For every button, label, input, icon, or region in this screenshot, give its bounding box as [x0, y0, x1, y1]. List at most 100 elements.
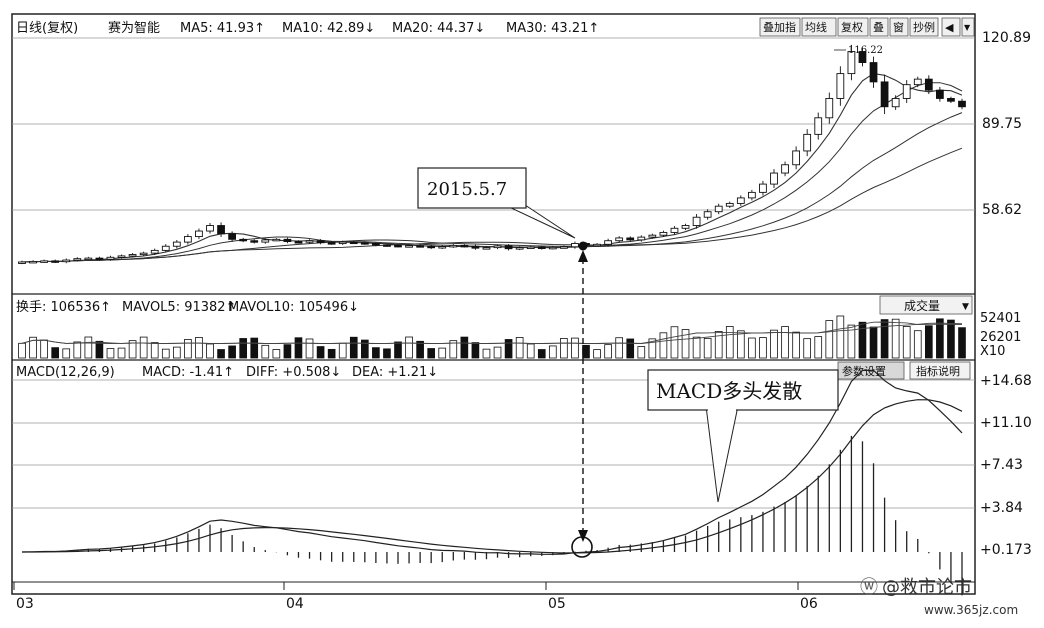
price-tick-3: 58.62 — [982, 202, 1022, 218]
ma20-readout: MA20: 44.37↓ — [392, 21, 485, 36]
macd-help-button[interactable]: 指标说明 — [909, 361, 971, 380]
candle — [670, 226, 679, 235]
candle — [504, 244, 513, 251]
candle — [139, 251, 148, 256]
toolbar-button-4[interactable]: 窗 — [889, 17, 909, 37]
candle — [460, 244, 469, 248]
candle — [239, 237, 248, 243]
candle — [294, 240, 303, 244]
diff-readout: DIFF: +0.508↓ — [246, 365, 341, 380]
toolbar-button-label: 叠加指 — [763, 20, 796, 34]
candle — [714, 203, 723, 215]
volume-bar — [958, 327, 966, 359]
volume-dropdown-label: 成交量 — [904, 298, 940, 313]
dea-readout: DEA: +1.21↓ — [352, 365, 438, 380]
volume-bar — [128, 340, 137, 359]
volume-bar — [836, 315, 845, 359]
candle — [106, 255, 115, 261]
candle — [172, 239, 181, 249]
candle — [228, 231, 236, 242]
volume-bar — [880, 319, 889, 359]
turnover-readout: 换手: 106536↑ — [16, 300, 111, 315]
macd-tick-3: +7.43 — [980, 457, 1023, 473]
candle — [438, 245, 447, 250]
chevron-down-icon: ▼ — [962, 302, 969, 312]
volume-bar — [294, 337, 303, 359]
volume-bar — [73, 341, 82, 359]
volume-bar — [648, 338, 657, 359]
candle — [825, 92, 834, 124]
volume-bar — [427, 348, 436, 359]
volume-bar — [29, 336, 37, 359]
volume-bar — [84, 336, 93, 359]
volume-bar — [504, 339, 513, 359]
prev-arrow-icon: ◀ — [945, 21, 954, 34]
candle — [150, 248, 159, 255]
candlestick-series — [18, 44, 966, 265]
volume-bar — [383, 348, 391, 359]
toolbar-button-3[interactable]: 叠 — [869, 17, 889, 37]
candle — [40, 259, 48, 263]
toolbar-button-0[interactable]: 叠加指 — [759, 17, 801, 37]
watermark-icon: ⓦ — [860, 577, 878, 598]
candle — [184, 234, 192, 245]
volume-bar — [405, 336, 413, 359]
ma30-readout: MA30: 43.21↑ — [506, 21, 599, 36]
volume-bar — [283, 344, 292, 359]
toolbar-button-1[interactable]: 均线 — [801, 17, 837, 37]
macd-tick-4: +3.84 — [980, 500, 1023, 516]
volume-bar — [40, 339, 48, 359]
candle — [681, 223, 690, 231]
candle — [51, 259, 60, 264]
highlight-candle-dot — [578, 241, 588, 251]
toolbar-button-5[interactable]: 抄例 — [909, 17, 939, 37]
candle — [29, 260, 37, 264]
candle — [593, 243, 601, 247]
volume-bar — [316, 346, 325, 359]
volume-bar — [825, 320, 834, 359]
volume-bar — [615, 337, 624, 359]
volume-bar — [471, 342, 480, 359]
macd-params-button[interactable]: 参数设置 — [837, 361, 905, 380]
macd-label: MACD(12,26,9) — [16, 365, 115, 380]
candle — [338, 240, 347, 245]
toolbar-button-label: 叠 — [873, 21, 884, 34]
prev-arrow-button[interactable]: ◀ — [941, 17, 961, 37]
candle — [206, 223, 214, 234]
date-callout-text: 2015.5.7 — [427, 179, 507, 200]
ma10-readout: MA10: 42.89↓ — [282, 21, 375, 36]
mavol10-line — [21, 322, 963, 344]
candle — [471, 244, 480, 250]
toolbar-dropdown-button[interactable]: ▼ — [961, 17, 975, 37]
header-toolbar: 叠加指 均线 复权叠窗抄例 ◀ ▼ — [759, 17, 975, 37]
volume-indicator-dropdown[interactable]: 成交量 ▼ — [879, 295, 973, 315]
candle — [18, 260, 26, 265]
candle — [891, 95, 900, 110]
candle — [383, 243, 391, 247]
dea-line — [22, 399, 963, 554]
x-tick-label: 05 — [548, 596, 566, 612]
macd-params-label: 参数设置 — [842, 364, 886, 378]
candle — [560, 245, 568, 249]
toolbar-button-2[interactable]: 复权 — [837, 17, 869, 37]
volume-bar — [736, 330, 745, 359]
volume-bar — [51, 347, 60, 359]
volume-bar — [206, 343, 214, 359]
volume-bar — [460, 336, 469, 359]
candle — [936, 87, 944, 102]
volume-bar — [526, 343, 535, 359]
volume-bar — [692, 336, 701, 359]
volume-tick-1: 52401 — [980, 311, 1021, 326]
volume-bar — [106, 348, 115, 359]
watermark: ⓦ @救市论市 www.365jz.com — [860, 577, 1018, 617]
volume-bar — [150, 342, 159, 359]
volume-bar — [913, 330, 922, 359]
volume-bar — [18, 342, 26, 359]
toolbar-button-label: 抄例 — [913, 20, 935, 34]
volume-bar — [515, 337, 524, 359]
candle — [283, 237, 292, 244]
candle — [571, 241, 579, 249]
volume-bar — [814, 336, 823, 359]
volume-bar — [891, 318, 900, 359]
